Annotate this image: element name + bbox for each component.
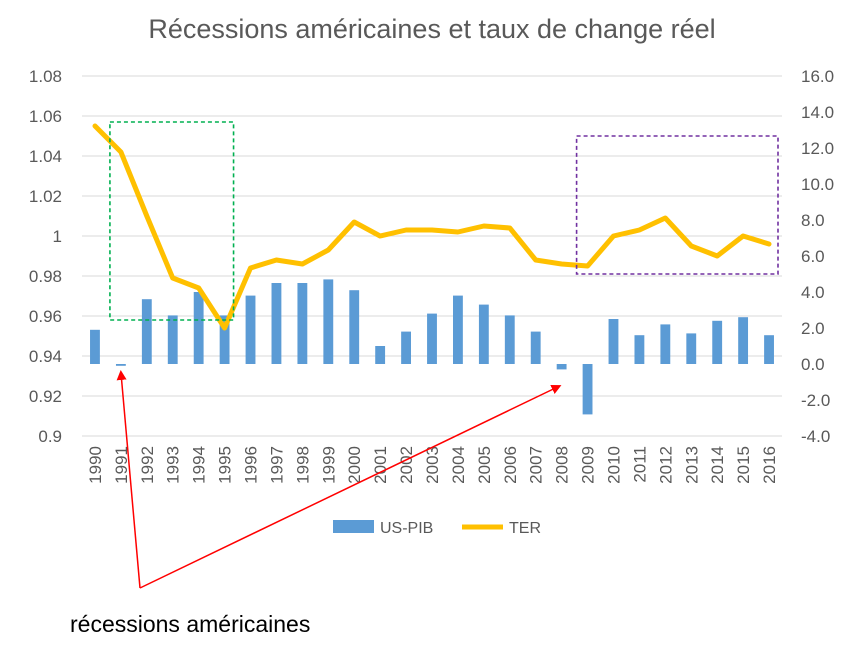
right-tick-label: -4.0 — [801, 427, 830, 446]
x-tick-label: 2002 — [397, 446, 416, 484]
right-axis-ticks: 16.0 14.0 12.0 10.0 8.0 6.0 4.0 2.0 0.0 -2.0 -4.0 — [801, 67, 834, 446]
bar-1990 — [90, 329, 100, 364]
right-tick-label: 0.0 — [801, 355, 825, 374]
arrow-to-2008 — [139, 384, 562, 589]
bar-2008 — [556, 364, 567, 370]
bar-1997 — [271, 283, 282, 364]
x-tick-label: 2003 — [423, 446, 442, 484]
right-tick-label: 12.0 — [801, 139, 834, 158]
highlight-boxes — [109, 121, 779, 321]
x-tick-label: 1992 — [138, 446, 157, 484]
x-tick-label: 2008 — [553, 446, 572, 484]
bar-2000 — [349, 290, 360, 364]
bar-1996 — [245, 295, 256, 364]
bar-2005 — [478, 304, 489, 364]
bar-series-us-pib — [90, 279, 774, 415]
x-tick-label: 1995 — [216, 446, 235, 484]
legend-swatch-us-pib — [333, 520, 374, 533]
right-tick-label: 10.0 — [801, 175, 834, 194]
bar-2013 — [686, 333, 697, 364]
x-tick-label: 2016 — [760, 446, 779, 484]
x-tick-label: 2001 — [371, 446, 390, 484]
x-tick-label: 2005 — [475, 446, 494, 484]
x-tick-label: 2006 — [501, 446, 520, 484]
right-tick-label: 2.0 — [801, 319, 825, 338]
left-tick-label: 0.96 — [29, 307, 62, 326]
left-tick-label: 1.08 — [29, 67, 62, 86]
right-tick-label: 14.0 — [801, 103, 834, 122]
bar-2007 — [530, 331, 541, 364]
x-tick-label: 2011 — [630, 446, 649, 483]
bar-2011 — [634, 335, 645, 364]
left-tick-label: 1 — [53, 227, 62, 246]
box-2009-2016 — [575, 135, 779, 275]
right-tick-label: 6.0 — [801, 247, 825, 266]
bar-2015 — [738, 317, 749, 364]
annotation-arrows — [116, 370, 562, 589]
legend-label-ter: TER — [509, 520, 541, 537]
x-tick-label: 1997 — [267, 446, 286, 484]
left-tick-label: 0.9 — [38, 427, 62, 446]
bar-1992 — [141, 299, 152, 364]
left-tick-label: 0.94 — [29, 347, 62, 366]
bar-1999 — [323, 279, 334, 364]
x-tick-label: 1993 — [164, 446, 183, 484]
x-tick-label: 1990 — [86, 446, 105, 484]
x-tick-label: 2014 — [708, 446, 727, 484]
right-tick-label: 16.0 — [801, 67, 834, 86]
arrow-to-1991 — [116, 370, 141, 589]
x-tick-label: 2004 — [449, 446, 468, 484]
x-tick-label: 2012 — [656, 446, 675, 484]
bar-2009 — [582, 364, 593, 415]
left-tick-label: 0.92 — [29, 387, 62, 406]
x-tick-label: 2013 — [682, 446, 701, 484]
x-axis-ticks: 1990 1991 1992 1993 1994 1995 1996 1997 1998 1999… — [86, 446, 779, 484]
bar-1993 — [167, 315, 178, 364]
bar-1994 — [193, 292, 204, 364]
bar-2006 — [504, 315, 515, 364]
x-tick-label: 2015 — [734, 446, 753, 484]
x-tick-label: 2007 — [527, 446, 546, 484]
left-tick-label: 1.02 — [29, 187, 62, 206]
right-tick-label: -2.0 — [801, 391, 830, 410]
bar-1998 — [297, 283, 308, 364]
bar-2010 — [608, 319, 619, 364]
x-tick-label: 1998 — [293, 446, 312, 484]
x-tick-label: 1994 — [190, 446, 209, 484]
x-tick-label: 1996 — [242, 446, 261, 484]
left-tick-label: 1.06 — [29, 107, 62, 126]
chart-title: Récessions américaines et taux de change… — [148, 14, 715, 44]
left-tick-label: 0.98 — [29, 267, 62, 286]
line-series-ter — [92, 123, 772, 331]
box-1991-1995 — [109, 121, 235, 321]
bar-2003 — [427, 313, 437, 364]
bar-2016 — [764, 335, 774, 364]
x-tick-label: 1991 — [112, 446, 131, 484]
x-tick-label: 2009 — [579, 446, 598, 484]
legend: US-PIB TER — [333, 520, 541, 537]
legend-label-us-pib: US-PIB — [380, 520, 433, 537]
bar-2001 — [375, 346, 386, 364]
x-tick-label: 2010 — [604, 446, 623, 484]
bar-2002 — [401, 331, 411, 364]
left-axis-ticks: 1.08 1.06 1.04 1.02 1 0.98 0.96 0.94 0.92 0.9 — [29, 67, 62, 446]
left-tick-label: 1.04 — [29, 147, 62, 166]
annotation-text: récessions américaines — [70, 611, 310, 637]
bar-1995 — [219, 315, 230, 364]
right-tick-label: 8.0 — [801, 211, 825, 230]
bar-2004 — [453, 295, 463, 364]
gridlines — [82, 75, 782, 437]
bar-2012 — [660, 324, 671, 364]
x-tick-label: 1999 — [319, 446, 338, 484]
right-tick-label: 4.0 — [801, 283, 825, 302]
bar-2014 — [712, 320, 723, 364]
x-tick-label: 2000 — [345, 446, 364, 484]
bar-1991 — [115, 364, 126, 366]
